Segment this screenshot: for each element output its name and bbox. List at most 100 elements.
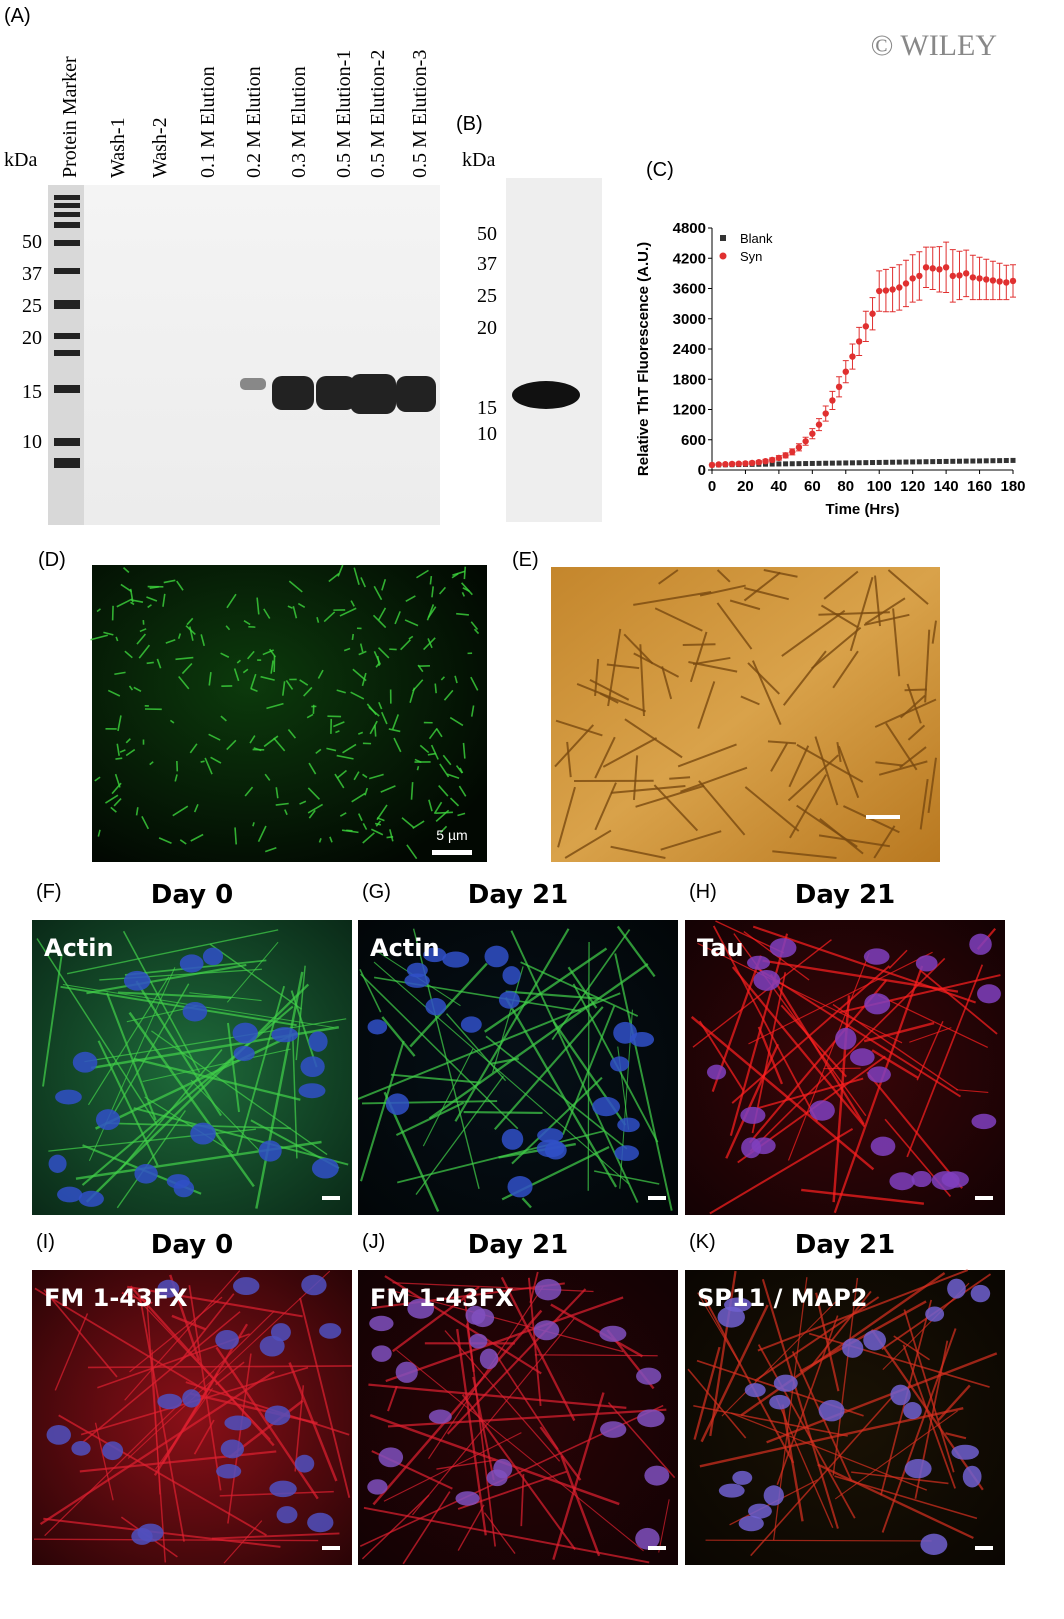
nucleus	[732, 1470, 753, 1485]
neurite	[520, 961, 639, 1017]
fibril	[633, 652, 680, 678]
neurite	[54, 1313, 89, 1391]
fibril	[147, 604, 152, 609]
lane-label: Protein Marker	[59, 56, 81, 178]
fibril	[697, 681, 716, 729]
fibril	[350, 600, 355, 607]
y-axis-label: Relative ThT Fluorescence (A.U.)	[635, 242, 652, 476]
neurite	[484, 947, 608, 1033]
neurite	[687, 1368, 747, 1439]
point	[930, 459, 936, 465]
nucleus	[769, 1394, 791, 1410]
fibril	[249, 735, 256, 744]
nucleus	[610, 1056, 630, 1072]
neurite	[94, 1422, 114, 1501]
fibril	[342, 743, 357, 754]
lane-label: 0.5 M Elution-2	[367, 50, 389, 178]
fibril	[781, 609, 846, 657]
fibril	[410, 782, 414, 800]
nucleus	[889, 1172, 915, 1191]
fibril	[440, 676, 445, 681]
neurite	[58, 1414, 267, 1537]
neurite	[903, 1309, 955, 1473]
nucleus	[533, 1320, 560, 1341]
fibril	[885, 722, 918, 771]
fibril	[242, 668, 249, 674]
point	[1003, 458, 1009, 464]
fibril	[393, 737, 402, 753]
point	[789, 448, 796, 456]
fibril	[589, 678, 630, 701]
neurite	[129, 1285, 275, 1447]
fibril	[308, 809, 316, 819]
point	[876, 459, 882, 465]
neurite	[560, 1455, 601, 1557]
neurite	[454, 928, 570, 1122]
fibril	[176, 580, 184, 591]
neurite	[211, 1532, 340, 1540]
fibril	[452, 570, 466, 576]
neurite	[888, 949, 908, 970]
neurite	[359, 1040, 405, 1182]
fibril	[814, 736, 839, 806]
scale-bar	[648, 1546, 666, 1550]
point	[842, 368, 849, 375]
point	[950, 458, 956, 464]
x-tick-label: 0	[708, 478, 716, 495]
neurite	[494, 1352, 559, 1450]
nucleus	[137, 1523, 164, 1542]
fibril	[564, 829, 612, 859]
point	[802, 438, 809, 445]
fibril	[473, 628, 480, 635]
point	[902, 280, 910, 287]
point	[903, 459, 909, 465]
nucleus	[182, 1001, 208, 1022]
nucleus	[182, 1389, 201, 1408]
nucleus	[747, 955, 771, 970]
panel-label: (I)	[36, 1231, 55, 1253]
nucleus	[599, 1325, 627, 1342]
y-tick-label: 1800	[673, 371, 706, 388]
panel-title: Day 0	[151, 880, 233, 910]
nucleus	[57, 1186, 83, 1203]
fibril	[381, 579, 387, 591]
fibril	[362, 773, 368, 779]
fibril	[186, 617, 194, 626]
fibril	[698, 780, 746, 836]
neurite	[151, 1030, 328, 1156]
fibril	[623, 633, 654, 665]
neurite	[34, 1287, 209, 1393]
nucleus	[748, 1503, 772, 1519]
panel-label: (A)	[4, 5, 31, 27]
watermark: © WILEY	[871, 29, 997, 62]
neurite	[698, 1020, 745, 1092]
fibril	[96, 608, 101, 613]
neurite	[761, 1278, 839, 1529]
point	[748, 459, 756, 467]
point	[910, 459, 916, 465]
fibril	[431, 586, 434, 598]
point	[843, 460, 849, 466]
marker-label: 37	[22, 263, 42, 285]
fibril	[610, 845, 666, 859]
fibril	[442, 754, 452, 766]
neurite	[817, 1463, 974, 1540]
point	[823, 460, 829, 466]
fibril	[842, 805, 900, 834]
fibril	[287, 605, 293, 609]
neurite	[82, 1311, 241, 1443]
nucleus	[215, 1330, 239, 1350]
nucleus	[498, 991, 520, 1009]
neurite	[616, 925, 656, 978]
point	[795, 444, 803, 451]
unit-label: kDa	[462, 149, 495, 171]
fibril	[284, 809, 288, 816]
fibril	[220, 652, 230, 658]
point	[936, 266, 943, 273]
fibril	[138, 644, 151, 659]
x-tick-label: 180	[1000, 478, 1025, 495]
neurite	[36, 938, 158, 1125]
nucleus	[179, 954, 204, 973]
point	[735, 460, 742, 467]
